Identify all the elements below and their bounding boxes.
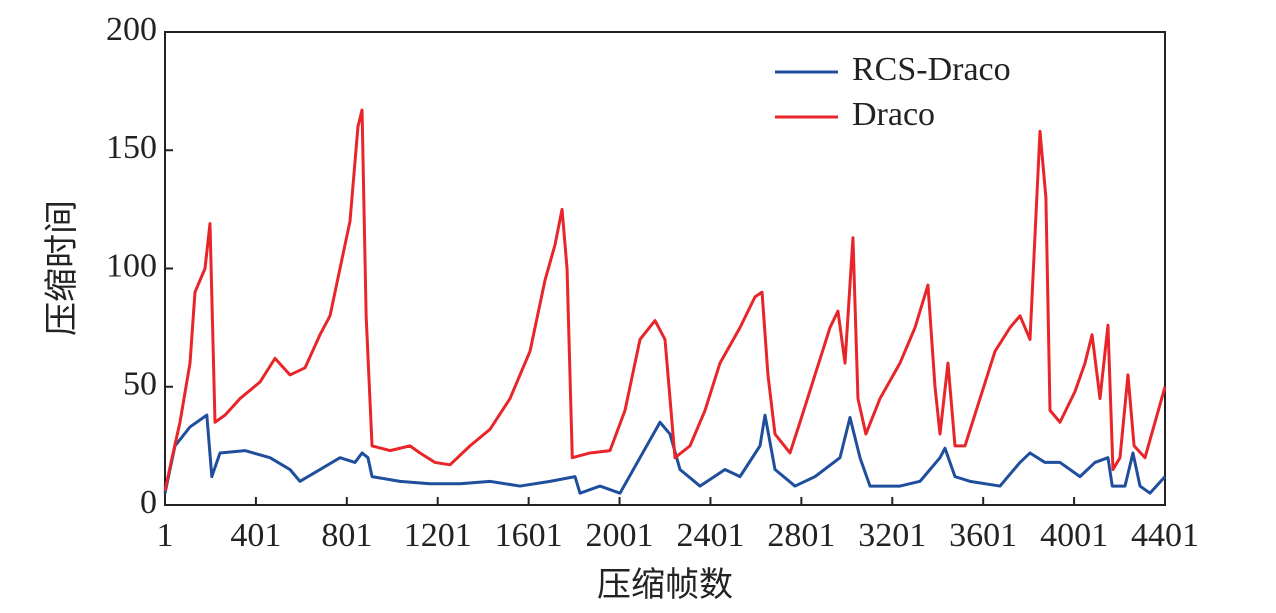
x-tick-label: 2001 <box>586 517 654 554</box>
y-tick-label: 100 <box>106 247 157 284</box>
x-axis-title: 压缩帧数 <box>597 566 733 604</box>
data-line <box>163 413 1167 495</box>
legend-label: RCS-Draco <box>852 51 1011 88</box>
x-tick-label: 401 <box>230 517 281 554</box>
x-tick-label: 801 <box>321 517 372 554</box>
x-tick-label: 4401 <box>1131 517 1199 554</box>
x-tick-label: 1601 <box>495 517 563 554</box>
plot-frame <box>164 31 1166 506</box>
x-tick-label: 3601 <box>949 517 1017 554</box>
x-tick-label: 1201 <box>404 517 472 554</box>
x-tick-label: 3201 <box>858 517 926 554</box>
x-tick-label: 1 <box>157 517 174 554</box>
legend-label: Draco <box>852 96 935 133</box>
x-tick-label: 4001 <box>1040 517 1108 554</box>
data-line <box>163 108 1167 492</box>
y-axis-title: 压缩时间 <box>43 200 81 336</box>
x-tick-label: 2801 <box>767 517 835 554</box>
y-tick-label: 50 <box>123 366 157 403</box>
y-tick-label: 150 <box>106 129 157 166</box>
y-tick-label: 200 <box>106 11 157 48</box>
x-tick-label: 2401 <box>676 517 744 554</box>
y-tick-label: 0 <box>140 484 157 521</box>
